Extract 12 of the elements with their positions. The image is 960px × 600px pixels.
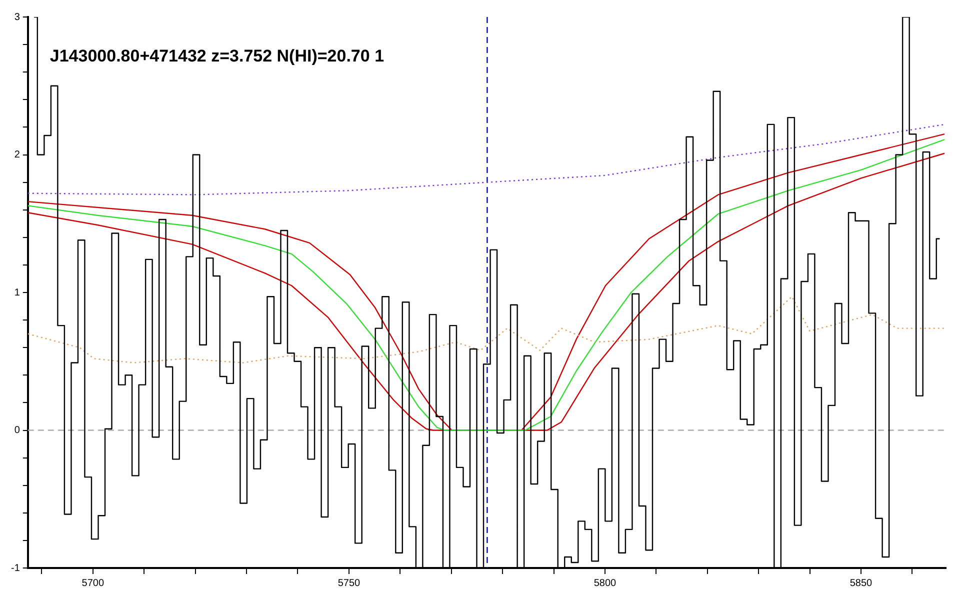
y-tick-label: 2	[14, 150, 20, 160]
x-tick-label: 5800	[594, 578, 617, 589]
x-tick-label: 5750	[338, 578, 361, 589]
text: J143000.80+471432 z=3.752 N(HI)=20.70 1	[50, 46, 384, 66]
x-tick-label: 5700	[82, 578, 104, 589]
y-tick-label: 0	[14, 425, 20, 436]
y-tick-label: -1	[10, 562, 20, 574]
line-series	[28, 124, 946, 196]
y-tick-label: 1	[14, 287, 20, 298]
y-tick-label: 3	[14, 12, 20, 23]
x-tick-label: 5850	[850, 578, 873, 589]
line-series	[28, 296, 946, 364]
